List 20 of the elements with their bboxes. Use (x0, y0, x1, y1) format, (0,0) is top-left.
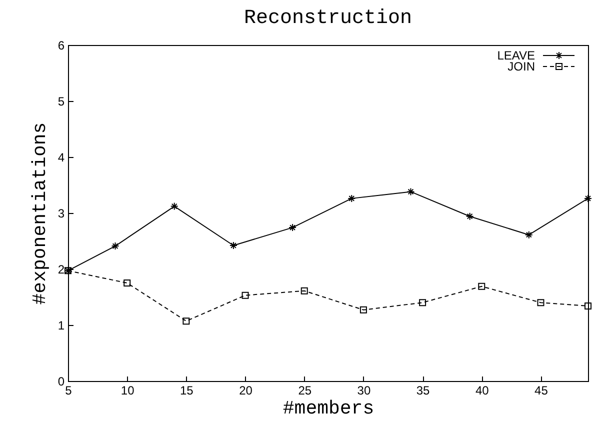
legend-label: LEAVE (497, 48, 535, 62)
y-tick-label: 6 (58, 38, 65, 52)
chart-title: Reconstruction (244, 7, 412, 30)
legend-label: JOIN (508, 60, 535, 74)
x-tick-label: 40 (475, 384, 490, 398)
x-tick-label: 10 (120, 384, 135, 398)
y-tick-label: 1 (58, 318, 65, 332)
x-axis-title: #members (282, 398, 374, 420)
x-tick-label: 30 (357, 384, 371, 398)
x-tick-label: 25 (298, 384, 312, 398)
x-tick-label: 45 (534, 384, 548, 398)
y-tick-label: 4 (58, 150, 65, 164)
x-tick-label: 15 (180, 384, 194, 398)
y-tick-label: 2 (58, 262, 65, 276)
y-axis-title: #exponentiations (28, 122, 51, 305)
y-tick-label: 3 (58, 206, 65, 220)
x-tick-label: 20 (239, 384, 253, 398)
y-tick-label: 5 (58, 94, 65, 108)
y-tick-label: 0 (58, 374, 65, 388)
x-tick-label: 35 (416, 384, 430, 398)
